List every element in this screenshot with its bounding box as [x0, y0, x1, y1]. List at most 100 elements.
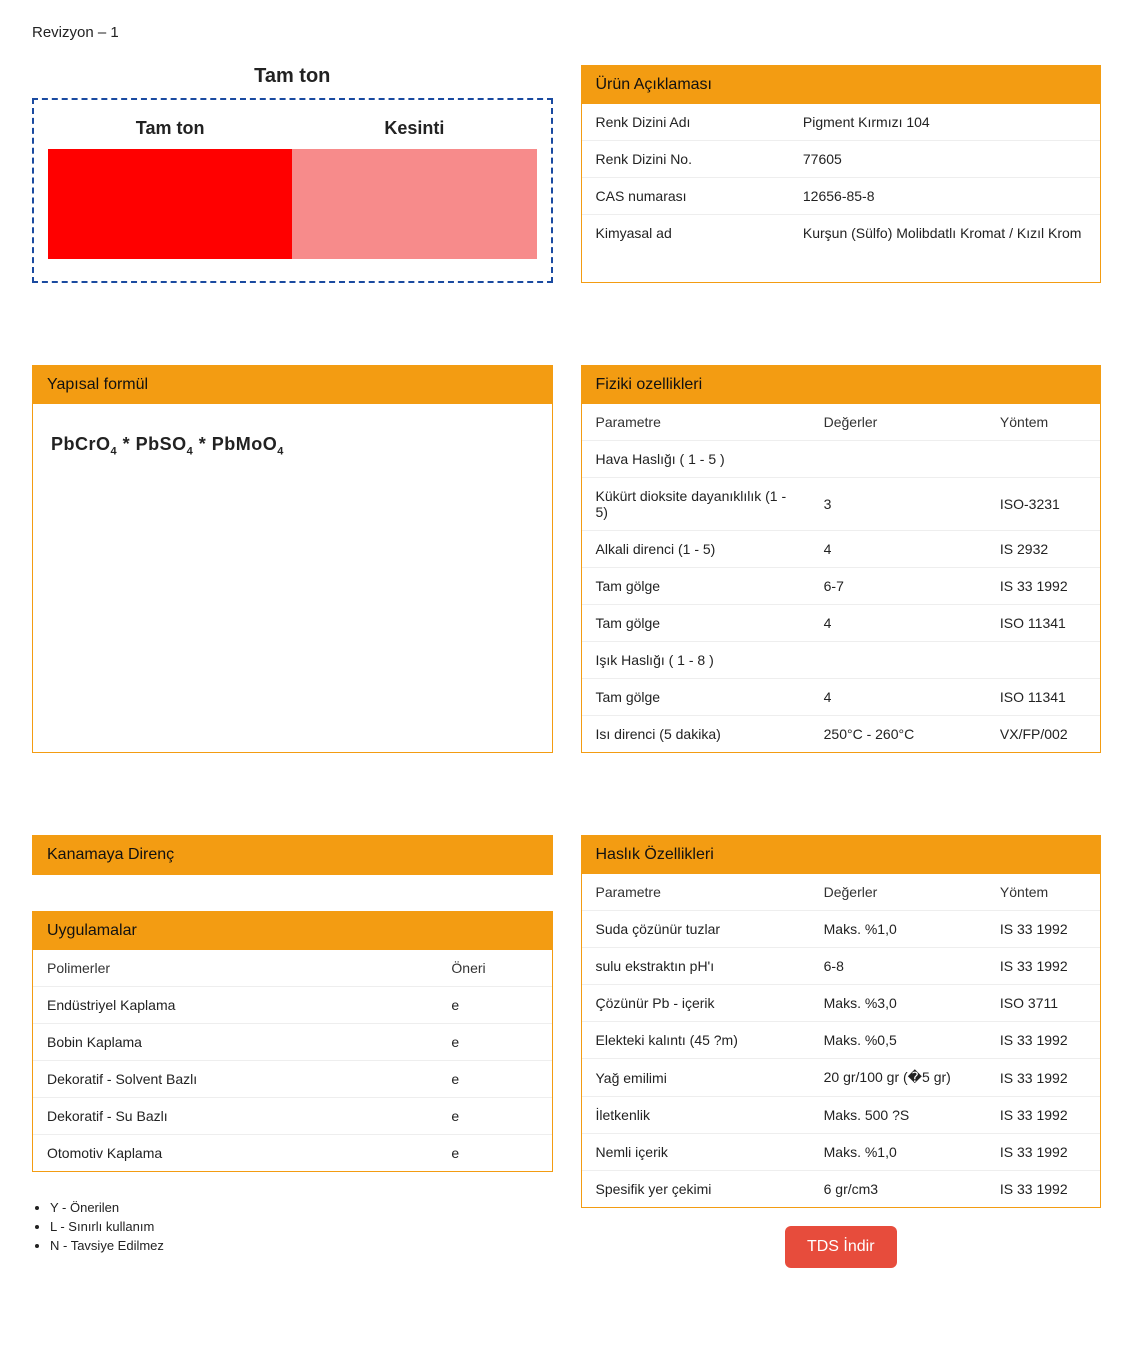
col-header: Yöntem	[986, 874, 1100, 911]
fastness-header: Haslık Özellikleri	[582, 836, 1101, 874]
table-row: CAS numarası12656-85-8	[582, 178, 1101, 215]
cell-value: 6-7	[810, 568, 986, 605]
right-col-3: Haslık Özellikleri ParametreDeğerlerYönt…	[581, 835, 1102, 1268]
table-row: Kükürt dioksite dayanıklılık (1 - 5)3ISO…	[582, 478, 1101, 531]
cell-param: İletkenlik	[582, 1097, 810, 1134]
structural-formula-header: Yapısal formül	[33, 366, 552, 404]
table-row: Tam gölge6-7IS 33 1992	[582, 568, 1101, 605]
swatch-title: Tam ton	[32, 65, 553, 88]
table-row: Dekoratif - Su Bazlıe	[33, 1098, 552, 1135]
cell-param: Hava Haslığı ( 1 - 5 )	[582, 441, 810, 478]
cell-param: sulu ekstraktın pH'ı	[582, 948, 810, 985]
cell-param: Endüstriyel Kaplama	[33, 987, 437, 1024]
structural-formula: PbCrO4 * PbSO4 * PbMoO4	[51, 434, 534, 458]
cell-method	[986, 441, 1100, 478]
structural-formula-card: Yapısal formül PbCrO4 * PbSO4 * PbMoO4	[32, 365, 553, 753]
cell-method: IS 2932	[986, 531, 1100, 568]
cell-method: IS 33 1992	[986, 1134, 1100, 1171]
applications-header: Uygulamalar	[33, 912, 552, 950]
cell-param: Tam gölge	[582, 679, 810, 716]
left-col-3: Kanamaya Direnç Uygulamalar PolimerlerÖn…	[32, 835, 553, 1268]
cell-method: IS 33 1992	[986, 568, 1100, 605]
cell-method: IS 33 1992	[986, 1022, 1100, 1059]
cell-method: IS 33 1992	[986, 911, 1100, 948]
swatch-tint-label: Kesinti	[292, 118, 536, 149]
legend-item: N - Tavsiye Edilmez	[50, 1238, 553, 1253]
kv-value: Pigment Kırmızı 104	[789, 104, 1100, 141]
legend-item: L - Sınırlı kullanım	[50, 1219, 553, 1234]
revision-text: Revizyon – 1	[32, 24, 1101, 41]
col-header: Değerler	[810, 874, 986, 911]
table-row: Çözünür Pb - içerikMaks. %3,0ISO 3711	[582, 985, 1101, 1022]
swatch-section: Tam ton Tam ton Kesinti	[32, 65, 553, 283]
cell-value: e	[437, 1061, 551, 1098]
download-tds-button[interactable]: TDS İndir	[785, 1226, 897, 1268]
table-row: Alkali direnci (1 - 5)4IS 2932	[582, 531, 1101, 568]
col-header: Polimerler	[33, 950, 437, 987]
swatch-box: Tam ton Kesinti	[32, 98, 553, 283]
cell-method: ISO 3711	[986, 985, 1100, 1022]
cell-method: IS 33 1992	[986, 1171, 1100, 1208]
cell-method: VX/FP/002	[986, 716, 1100, 753]
cell-value: 6-8	[810, 948, 986, 985]
cell-param: Dekoratif - Su Bazlı	[33, 1098, 437, 1135]
cell-value: Maks. 500 ?S	[810, 1097, 986, 1134]
fastness-table: ParametreDeğerlerYöntemSuda çözünür tuzl…	[582, 874, 1101, 1207]
swatch-tint-color	[292, 149, 536, 259]
col-header: Yöntem	[986, 404, 1100, 441]
table-row: Elekteki kalıntı (45 ?m)Maks. %0,5IS 33 …	[582, 1022, 1101, 1059]
table-row: Kimyasal adKurşun (Sülfo) Molibdatlı Kro…	[582, 215, 1101, 252]
table-row: Tam gölge4ISO 11341	[582, 679, 1101, 716]
cell-value: Maks. %0,5	[810, 1022, 986, 1059]
cell-param: Tam gölge	[582, 568, 810, 605]
table-row: İletkenlikMaks. 500 ?SIS 33 1992	[582, 1097, 1101, 1134]
cell-param: Elekteki kalıntı (45 ?m)	[582, 1022, 810, 1059]
cell-value	[810, 642, 986, 679]
cell-value: Maks. %1,0	[810, 911, 986, 948]
table-row: Renk Dizini No.77605	[582, 141, 1101, 178]
cell-value: e	[437, 987, 551, 1024]
kv-label: Renk Dizini Adı	[582, 104, 789, 141]
applications-table: PolimerlerÖneriEndüstriyel KaplamaeBobin…	[33, 950, 552, 1171]
cell-method: IS 33 1992	[986, 1059, 1100, 1097]
cell-param: Alkali direnci (1 - 5)	[582, 531, 810, 568]
cell-param: Spesifik yer çekimi	[582, 1171, 810, 1208]
table-row: Endüstriyel Kaplamae	[33, 987, 552, 1024]
cell-param: Bobin Kaplama	[33, 1024, 437, 1061]
table-row: Renk Dizini AdıPigment Kırmızı 104	[582, 104, 1101, 141]
cell-value: e	[437, 1135, 551, 1172]
kv-label: Kimyasal ad	[582, 215, 789, 252]
physical-table: ParametreDeğerlerYöntemHava Haslığı ( 1 …	[582, 404, 1101, 752]
table-row: Yağ emilimi20 gr/100 gr (�5 gr)IS 33 199…	[582, 1059, 1101, 1097]
cell-method: IS 33 1992	[986, 1097, 1100, 1134]
table-row: Nemli içerikMaks. %1,0IS 33 1992	[582, 1134, 1101, 1171]
cell-method: IS 33 1992	[986, 948, 1100, 985]
kv-value: 12656-85-8	[789, 178, 1100, 215]
table-row: Işık Haslığı ( 1 - 8 )	[582, 642, 1101, 679]
cell-param: Kükürt dioksite dayanıklılık (1 - 5)	[582, 478, 810, 531]
cell-param: Tam gölge	[582, 605, 810, 642]
physical-card: Fiziki ozellikleri ParametreDeğerlerYönt…	[581, 365, 1102, 753]
cell-value: 6 gr/cm3	[810, 1171, 986, 1208]
table-row: Dekoratif - Solvent Bazlıe	[33, 1061, 552, 1098]
col-header: Değerler	[810, 404, 986, 441]
bleed-card: Kanamaya Direnç	[32, 835, 553, 875]
table-row: Suda çözünür tuzlarMaks. %1,0IS 33 1992	[582, 911, 1101, 948]
cell-param: Isı direnci (5 dakika)	[582, 716, 810, 753]
table-row: Hava Haslığı ( 1 - 5 )	[582, 441, 1101, 478]
cell-param: Çözünür Pb - içerik	[582, 985, 810, 1022]
cell-method: ISO 11341	[986, 605, 1100, 642]
kv-value: 77605	[789, 141, 1100, 178]
cell-param: Suda çözünür tuzlar	[582, 911, 810, 948]
cell-method: ISO 11341	[986, 679, 1100, 716]
swatch-full-label: Tam ton	[48, 118, 292, 149]
legend-item: Y - Önerilen	[50, 1200, 553, 1215]
applications-card: Uygulamalar PolimerlerÖneriEndüstriyel K…	[32, 911, 553, 1172]
cell-value: e	[437, 1024, 551, 1061]
cell-value: 250°C - 260°C	[810, 716, 986, 753]
cell-value: 4	[810, 531, 986, 568]
cell-value: 4	[810, 605, 986, 642]
physical-header: Fiziki ozellikleri	[582, 366, 1101, 404]
cell-value	[810, 441, 986, 478]
table-row: Spesifik yer çekimi6 gr/cm3IS 33 1992	[582, 1171, 1101, 1208]
